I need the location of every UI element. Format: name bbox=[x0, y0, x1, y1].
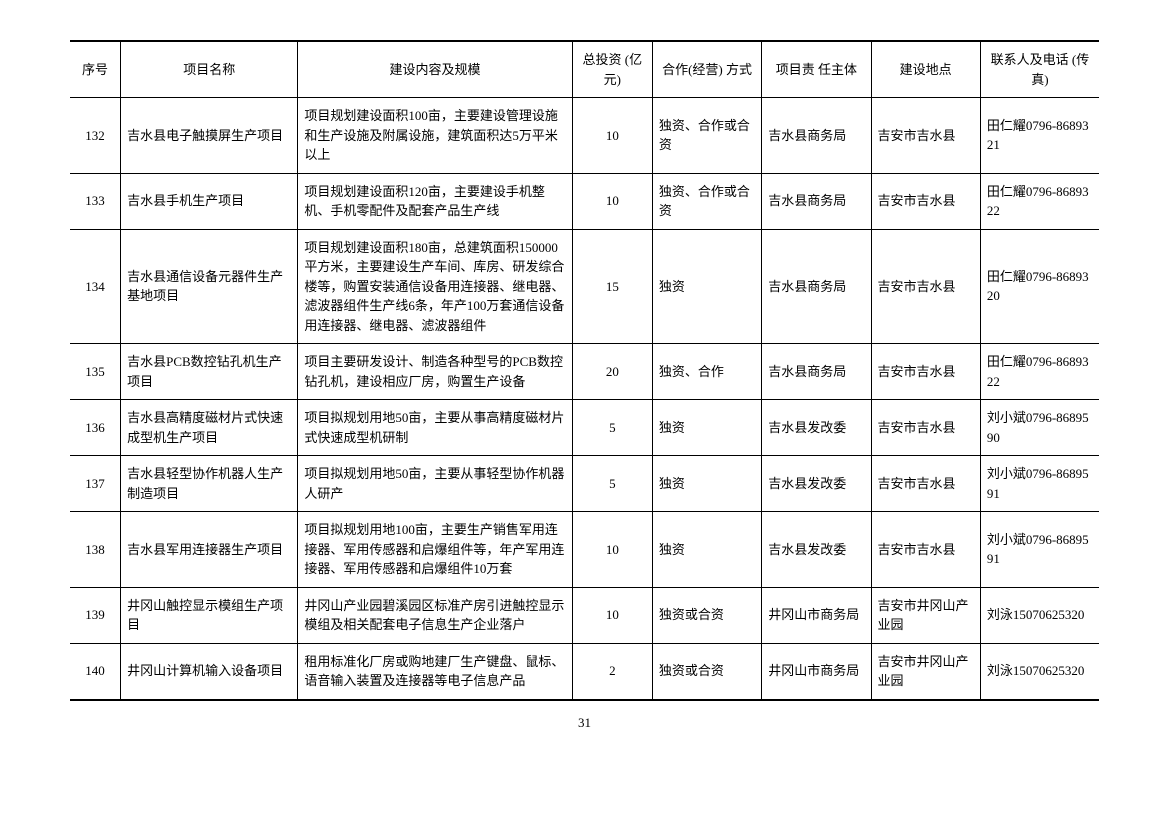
cell-name: 吉水县高精度磁材片式快速成型机生产项目 bbox=[121, 400, 298, 456]
cell-coop: 独资或合资 bbox=[652, 587, 761, 643]
cell-content: 项目规划建设面积180亩，总建筑面积150000平方米，主要建设生产车间、库房、… bbox=[298, 229, 572, 344]
cell-invest: 5 bbox=[572, 456, 652, 512]
table-row: 135吉水县PCB数控钻孔机生产项目项目主要研发设计、制造各种型号的PCB数控钻… bbox=[70, 344, 1099, 400]
cell-loc: 吉安市吉水县 bbox=[871, 400, 980, 456]
cell-invest: 20 bbox=[572, 344, 652, 400]
cell-name: 吉水县手机生产项目 bbox=[121, 173, 298, 229]
header-content: 建设内容及规模 bbox=[298, 41, 572, 98]
page-number: 31 bbox=[70, 715, 1099, 731]
header-coop: 合作(经营) 方式 bbox=[652, 41, 761, 98]
cell-content: 井冈山产业园碧溪园区标准产房引进触控显示模组及相关配套电子信息生产企业落户 bbox=[298, 587, 572, 643]
cell-invest: 10 bbox=[572, 173, 652, 229]
cell-content: 项目拟规划用地100亩，主要生产销售军用连接器、军用传感器和启爆组件等，年产军用… bbox=[298, 512, 572, 588]
cell-invest: 15 bbox=[572, 229, 652, 344]
header-contact: 联系人及电话 (传真) bbox=[980, 41, 1099, 98]
cell-contact: 田仁耀0796-8689322 bbox=[980, 173, 1099, 229]
cell-loc: 吉安市吉水县 bbox=[871, 456, 980, 512]
cell-name: 井冈山触控显示模组生产项目 bbox=[121, 587, 298, 643]
cell-body: 井冈山市商务局 bbox=[762, 643, 871, 700]
cell-body: 吉水县商务局 bbox=[762, 229, 871, 344]
table-row: 133吉水县手机生产项目项目规划建设面积120亩，主要建设手机整机、手机零配件及… bbox=[70, 173, 1099, 229]
cell-contact: 刘泳15070625320 bbox=[980, 643, 1099, 700]
header-loc: 建设地点 bbox=[871, 41, 980, 98]
cell-name: 吉水县军用连接器生产项目 bbox=[121, 512, 298, 588]
cell-contact: 田仁耀0796-8689321 bbox=[980, 98, 1099, 174]
cell-seq: 140 bbox=[70, 643, 121, 700]
cell-coop: 独资、合作或合资 bbox=[652, 98, 761, 174]
cell-body: 吉水县商务局 bbox=[762, 173, 871, 229]
cell-seq: 132 bbox=[70, 98, 121, 174]
table-row: 140井冈山计算机输入设备项目租用标准化厂房或购地建厂生产键盘、鼠标、语音输入装… bbox=[70, 643, 1099, 700]
cell-seq: 139 bbox=[70, 587, 121, 643]
header-name: 项目名称 bbox=[121, 41, 298, 98]
cell-body: 吉水县商务局 bbox=[762, 344, 871, 400]
cell-invest: 2 bbox=[572, 643, 652, 700]
cell-contact: 刘小斌0796-8689590 bbox=[980, 400, 1099, 456]
cell-loc: 吉安市吉水县 bbox=[871, 98, 980, 174]
cell-coop: 独资 bbox=[652, 229, 761, 344]
cell-loc: 吉安市井冈山产业园 bbox=[871, 643, 980, 700]
cell-body: 吉水县发改委 bbox=[762, 456, 871, 512]
cell-coop: 独资、合作 bbox=[652, 344, 761, 400]
cell-loc: 吉安市井冈山产业园 bbox=[871, 587, 980, 643]
cell-content: 项目规划建设面积120亩，主要建设手机整机、手机零配件及配套产品生产线 bbox=[298, 173, 572, 229]
cell-loc: 吉安市吉水县 bbox=[871, 229, 980, 344]
project-table: 序号 项目名称 建设内容及规模 总投资 (亿元) 合作(经营) 方式 项目责 任… bbox=[70, 40, 1099, 701]
cell-content: 项目规划建设面积100亩，主要建设管理设施和生产设施及附属设施，建筑面积达5万平… bbox=[298, 98, 572, 174]
table-row: 138吉水县军用连接器生产项目项目拟规划用地100亩，主要生产销售军用连接器、军… bbox=[70, 512, 1099, 588]
cell-body: 吉水县发改委 bbox=[762, 512, 871, 588]
cell-body: 吉水县发改委 bbox=[762, 400, 871, 456]
table-row: 136吉水县高精度磁材片式快速成型机生产项目项目拟规划用地50亩，主要从事高精度… bbox=[70, 400, 1099, 456]
cell-seq: 137 bbox=[70, 456, 121, 512]
cell-content: 项目拟规划用地50亩，主要从事轻型协作机器人研产 bbox=[298, 456, 572, 512]
cell-loc: 吉安市吉水县 bbox=[871, 512, 980, 588]
cell-coop: 独资或合资 bbox=[652, 643, 761, 700]
cell-body: 吉水县商务局 bbox=[762, 98, 871, 174]
table-row: 139井冈山触控显示模组生产项目井冈山产业园碧溪园区标准产房引进触控显示模组及相… bbox=[70, 587, 1099, 643]
cell-name: 吉水县通信设备元器件生产基地项目 bbox=[121, 229, 298, 344]
cell-name: 吉水县电子触摸屏生产项目 bbox=[121, 98, 298, 174]
cell-name: 井冈山计算机输入设备项目 bbox=[121, 643, 298, 700]
cell-coop: 独资 bbox=[652, 456, 761, 512]
table-row: 132吉水县电子触摸屏生产项目项目规划建设面积100亩，主要建设管理设施和生产设… bbox=[70, 98, 1099, 174]
cell-seq: 133 bbox=[70, 173, 121, 229]
header-invest: 总投资 (亿元) bbox=[572, 41, 652, 98]
cell-invest: 10 bbox=[572, 98, 652, 174]
cell-contact: 刘小斌0796-8689591 bbox=[980, 512, 1099, 588]
cell-invest: 5 bbox=[572, 400, 652, 456]
cell-contact: 刘泳15070625320 bbox=[980, 587, 1099, 643]
table-row: 137吉水县轻型协作机器人生产制造项目项目拟规划用地50亩，主要从事轻型协作机器… bbox=[70, 456, 1099, 512]
table-header-row: 序号 项目名称 建设内容及规模 总投资 (亿元) 合作(经营) 方式 项目责 任… bbox=[70, 41, 1099, 98]
cell-contact: 刘小斌0796-8689591 bbox=[980, 456, 1099, 512]
cell-name: 吉水县PCB数控钻孔机生产项目 bbox=[121, 344, 298, 400]
cell-contact: 田仁耀0796-8689322 bbox=[980, 344, 1099, 400]
cell-loc: 吉安市吉水县 bbox=[871, 344, 980, 400]
cell-content: 租用标准化厂房或购地建厂生产键盘、鼠标、语音输入装置及连接器等电子信息产品 bbox=[298, 643, 572, 700]
cell-content: 项目主要研发设计、制造各种型号的PCB数控钻孔机，建设相应厂房，购置生产设备 bbox=[298, 344, 572, 400]
cell-invest: 10 bbox=[572, 512, 652, 588]
cell-seq: 136 bbox=[70, 400, 121, 456]
cell-coop: 独资 bbox=[652, 512, 761, 588]
header-seq: 序号 bbox=[70, 41, 121, 98]
cell-seq: 135 bbox=[70, 344, 121, 400]
table-body: 132吉水县电子触摸屏生产项目项目规划建设面积100亩，主要建设管理设施和生产设… bbox=[70, 98, 1099, 700]
cell-name: 吉水县轻型协作机器人生产制造项目 bbox=[121, 456, 298, 512]
cell-coop: 独资、合作或合资 bbox=[652, 173, 761, 229]
cell-contact: 田仁耀0796-8689320 bbox=[980, 229, 1099, 344]
table-row: 134吉水县通信设备元器件生产基地项目项目规划建设面积180亩，总建筑面积150… bbox=[70, 229, 1099, 344]
cell-content: 项目拟规划用地50亩，主要从事高精度磁材片式快速成型机研制 bbox=[298, 400, 572, 456]
header-body: 项目责 任主体 bbox=[762, 41, 871, 98]
cell-loc: 吉安市吉水县 bbox=[871, 173, 980, 229]
cell-seq: 134 bbox=[70, 229, 121, 344]
cell-coop: 独资 bbox=[652, 400, 761, 456]
cell-body: 井冈山市商务局 bbox=[762, 587, 871, 643]
cell-seq: 138 bbox=[70, 512, 121, 588]
cell-invest: 10 bbox=[572, 587, 652, 643]
